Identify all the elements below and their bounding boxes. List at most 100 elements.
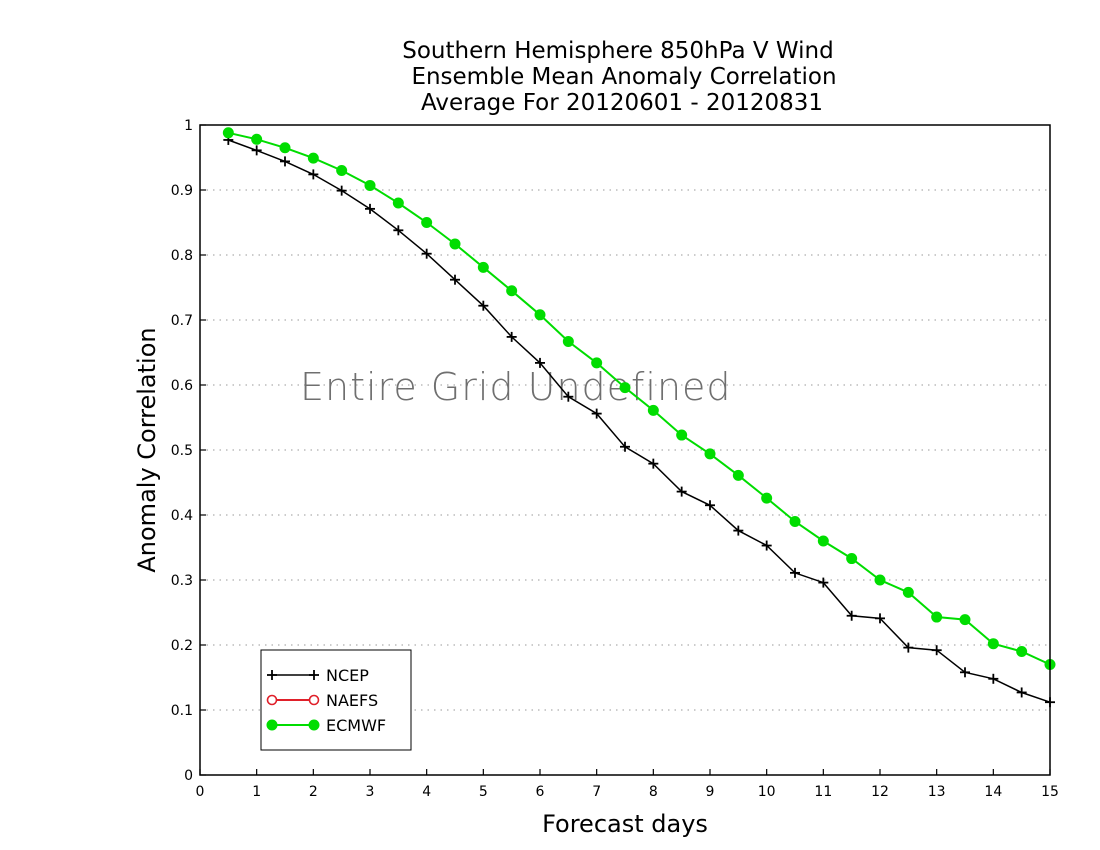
series-ncep-point: [931, 645, 942, 656]
series-ecmwf-point: [931, 611, 943, 623]
series-ncep-point: [818, 577, 829, 588]
legend-label-naefs: NAEFS: [326, 691, 378, 710]
series-ecmwf-point: [222, 127, 234, 139]
series-ncep-point: [903, 642, 914, 653]
y-tick-label: 0.2: [171, 638, 193, 654]
x-tick-label: 2: [309, 784, 318, 800]
series-ncep-point: [450, 274, 460, 285]
series-ncep-point: [280, 156, 290, 167]
series-ecmwf-point: [987, 638, 999, 650]
series-ecmwf-point: [307, 152, 319, 164]
x-tick-label: 6: [536, 784, 545, 800]
x-tick-label: 5: [479, 784, 488, 800]
y-tick-label: 0.7: [171, 313, 193, 329]
x-tick-label: 15: [1041, 784, 1059, 800]
series-ecmwf-point: [506, 285, 518, 297]
series-ecmwf-point: [817, 535, 829, 547]
legend-marker-right: [309, 670, 319, 680]
x-axis-ticks: 0 1 2 3 4 5 6 7 8 9 10 11 12 13 14 15: [196, 769, 1059, 800]
legend: NCEP NAEFS ECMWF: [260, 649, 412, 751]
series-ncep-point: [308, 169, 319, 180]
y-tick-label: 0.1: [171, 703, 193, 719]
series-ecmwf-point: [392, 197, 404, 209]
series-ncep-point: [790, 567, 800, 578]
series-ncep-point: [1016, 687, 1027, 698]
series-ecmwf-point: [336, 165, 348, 176]
x-tick-label: 7: [592, 784, 601, 800]
series-ncep-point: [421, 248, 432, 259]
title-line-3: Average For 20120601 - 20120831: [421, 90, 823, 116]
series-ncep-point: [336, 185, 347, 196]
title-line-1: Southern Hemisphere 850hPa V Wind: [402, 38, 833, 64]
series-ncep-line: [228, 139, 1051, 703]
series-ncep-point: [563, 391, 574, 402]
legend-marker-left: [266, 719, 278, 731]
series-ncep-point: [506, 331, 517, 342]
legend-entry-naefs: NAEFS: [266, 691, 378, 710]
y-tick-label: 0.4: [171, 508, 193, 524]
x-axis-title: Forecast days: [542, 810, 708, 838]
series-ecmwf-point: [789, 516, 801, 527]
series-ncep-point: [875, 613, 885, 624]
series-ncep-point: [365, 203, 375, 214]
series-ecmwf-point: [846, 553, 858, 565]
legend-entry-ecmwf: ECMWF: [266, 716, 386, 735]
x-tick-label: 3: [366, 784, 375, 800]
x-tick-label: 11: [814, 784, 832, 800]
series-ncep: [223, 134, 1055, 708]
series-ecmwf-point: [732, 469, 744, 481]
y-tick-label: 0: [184, 768, 193, 784]
series-ecmwf: [222, 127, 1056, 670]
legend-entry-ncep: NCEP: [267, 666, 369, 685]
series-ncep-point: [846, 610, 857, 621]
series-ncep-point: [620, 441, 630, 452]
series-ncep-point: [676, 486, 687, 497]
undefined-grid-annotation: Entire Grid Undefined: [300, 365, 732, 409]
legend-marker-left: [266, 694, 278, 706]
series-ecmwf-point: [591, 357, 603, 369]
series-ncep-point: [761, 540, 772, 551]
series-ecmwf-point: [874, 574, 886, 586]
series-ecmwf-point: [761, 492, 773, 504]
x-tick-label: 12: [871, 784, 889, 800]
y-tick-label: 0.8: [171, 248, 193, 264]
series-ecmwf-point: [279, 142, 291, 154]
series-ncep-point: [591, 408, 602, 419]
series-ecmwf-point: [364, 179, 376, 191]
legend-label-ecmwf: ECMWF: [326, 716, 386, 735]
series-ncep-point: [478, 300, 489, 311]
series-ncep-point: [648, 458, 659, 469]
y-tick-label: 1: [184, 118, 193, 134]
series-ncep-point: [705, 500, 715, 511]
series-ncep-point: [251, 145, 262, 156]
series-ecmwf-point: [477, 261, 489, 273]
x-tick-label: 13: [928, 784, 946, 800]
legend-marker-right: [308, 694, 320, 706]
series-ncep-point: [535, 357, 545, 368]
series-ncep-point: [393, 225, 404, 236]
x-tick-label: 4: [422, 784, 431, 800]
series-ecmwf-point: [449, 238, 461, 250]
series-ncep-point: [733, 525, 744, 536]
series-ecmwf-point: [902, 586, 914, 598]
x-tick-label: 14: [984, 784, 1002, 800]
y-tick-label: 0.5: [171, 443, 193, 459]
series-ncep-point: [960, 667, 970, 678]
series-ecmwf-point: [959, 614, 971, 626]
series-ecmwf-point: [421, 217, 433, 228]
series-ecmwf-point: [562, 335, 574, 347]
series-ecmwf-point: [704, 448, 716, 460]
series-ecmwf-point: [251, 133, 263, 145]
x-tick-label: 1: [252, 784, 261, 800]
x-tick-label: 9: [706, 784, 715, 800]
legend-entries: NCEP NAEFS ECMWF: [266, 666, 386, 735]
y-axis-title: Anomaly Correlation: [133, 327, 161, 572]
title-line-2: Ensemble Mean Anomaly Correlation: [411, 64, 836, 90]
y-tick-label: 0.6: [171, 378, 193, 394]
legend-marker-right: [308, 719, 320, 731]
y-axis-ticks: 0 0.1 0.2 0.3 0.4 0.5 0.6 0.7 0.8 0.9 1: [171, 118, 206, 784]
x-tick-label: 10: [758, 784, 776, 800]
legend-label-ncep: NCEP: [326, 666, 369, 685]
x-tick-label: 8: [649, 784, 658, 800]
